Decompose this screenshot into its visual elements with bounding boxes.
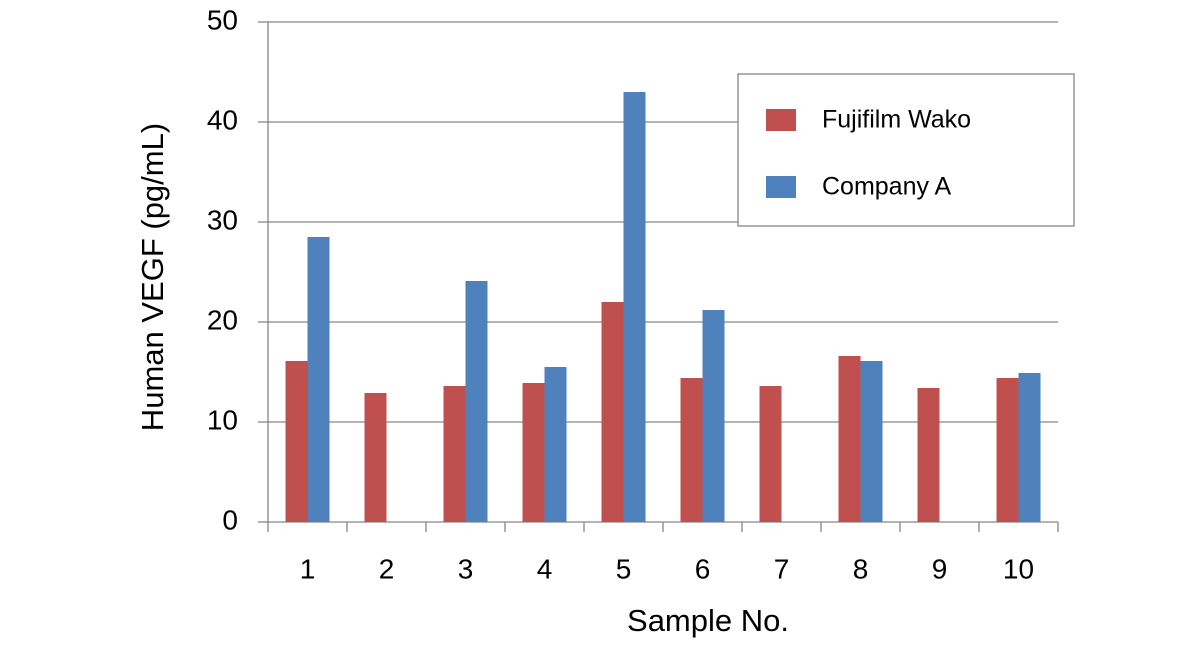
- x-tick-label: 4: [537, 553, 553, 584]
- y-axis-title: Human VEGF (pg/mL): [135, 123, 170, 431]
- legend-label: Fujifilm Wako: [822, 106, 971, 134]
- bar: [465, 281, 488, 522]
- legend-box: [737, 73, 1075, 227]
- bar: [544, 367, 567, 522]
- x-tick-label: 2: [379, 553, 395, 584]
- x-tick-label: 5: [616, 553, 632, 584]
- bar: [759, 386, 782, 522]
- bar: [443, 386, 466, 522]
- legend-swatch: [766, 176, 796, 198]
- bar: [860, 361, 883, 522]
- x-tick-label: 8: [853, 553, 869, 584]
- bar: [601, 302, 624, 522]
- bar: [623, 92, 646, 522]
- y-tick-label: 20: [207, 304, 238, 335]
- bar: [1018, 373, 1041, 522]
- bar: [285, 361, 308, 522]
- x-tick-label: 9: [932, 553, 948, 584]
- bar: [917, 388, 940, 522]
- y-tick-label: 30: [207, 204, 238, 235]
- bar: [838, 356, 861, 522]
- x-tick-label: 6: [695, 553, 711, 584]
- y-tick-label: 0: [222, 504, 238, 535]
- bar: [364, 393, 387, 522]
- bar: [522, 383, 545, 522]
- y-tick-label: 10: [207, 404, 238, 435]
- y-tick-label: 40: [207, 104, 238, 135]
- x-tick-label: 10: [1003, 553, 1034, 584]
- y-tick-label: 50: [207, 4, 238, 35]
- x-axis-title: Sample No.: [627, 603, 789, 638]
- x-tick-label: 3: [458, 553, 474, 584]
- x-tick-label: 7: [774, 553, 790, 584]
- x-tick-label: 1: [300, 553, 316, 584]
- bar: [680, 378, 703, 522]
- bar: [307, 237, 330, 522]
- legend-swatch: [766, 109, 796, 131]
- legend-label: Company A: [822, 173, 952, 201]
- bar: [702, 310, 725, 522]
- bar: [996, 378, 1019, 522]
